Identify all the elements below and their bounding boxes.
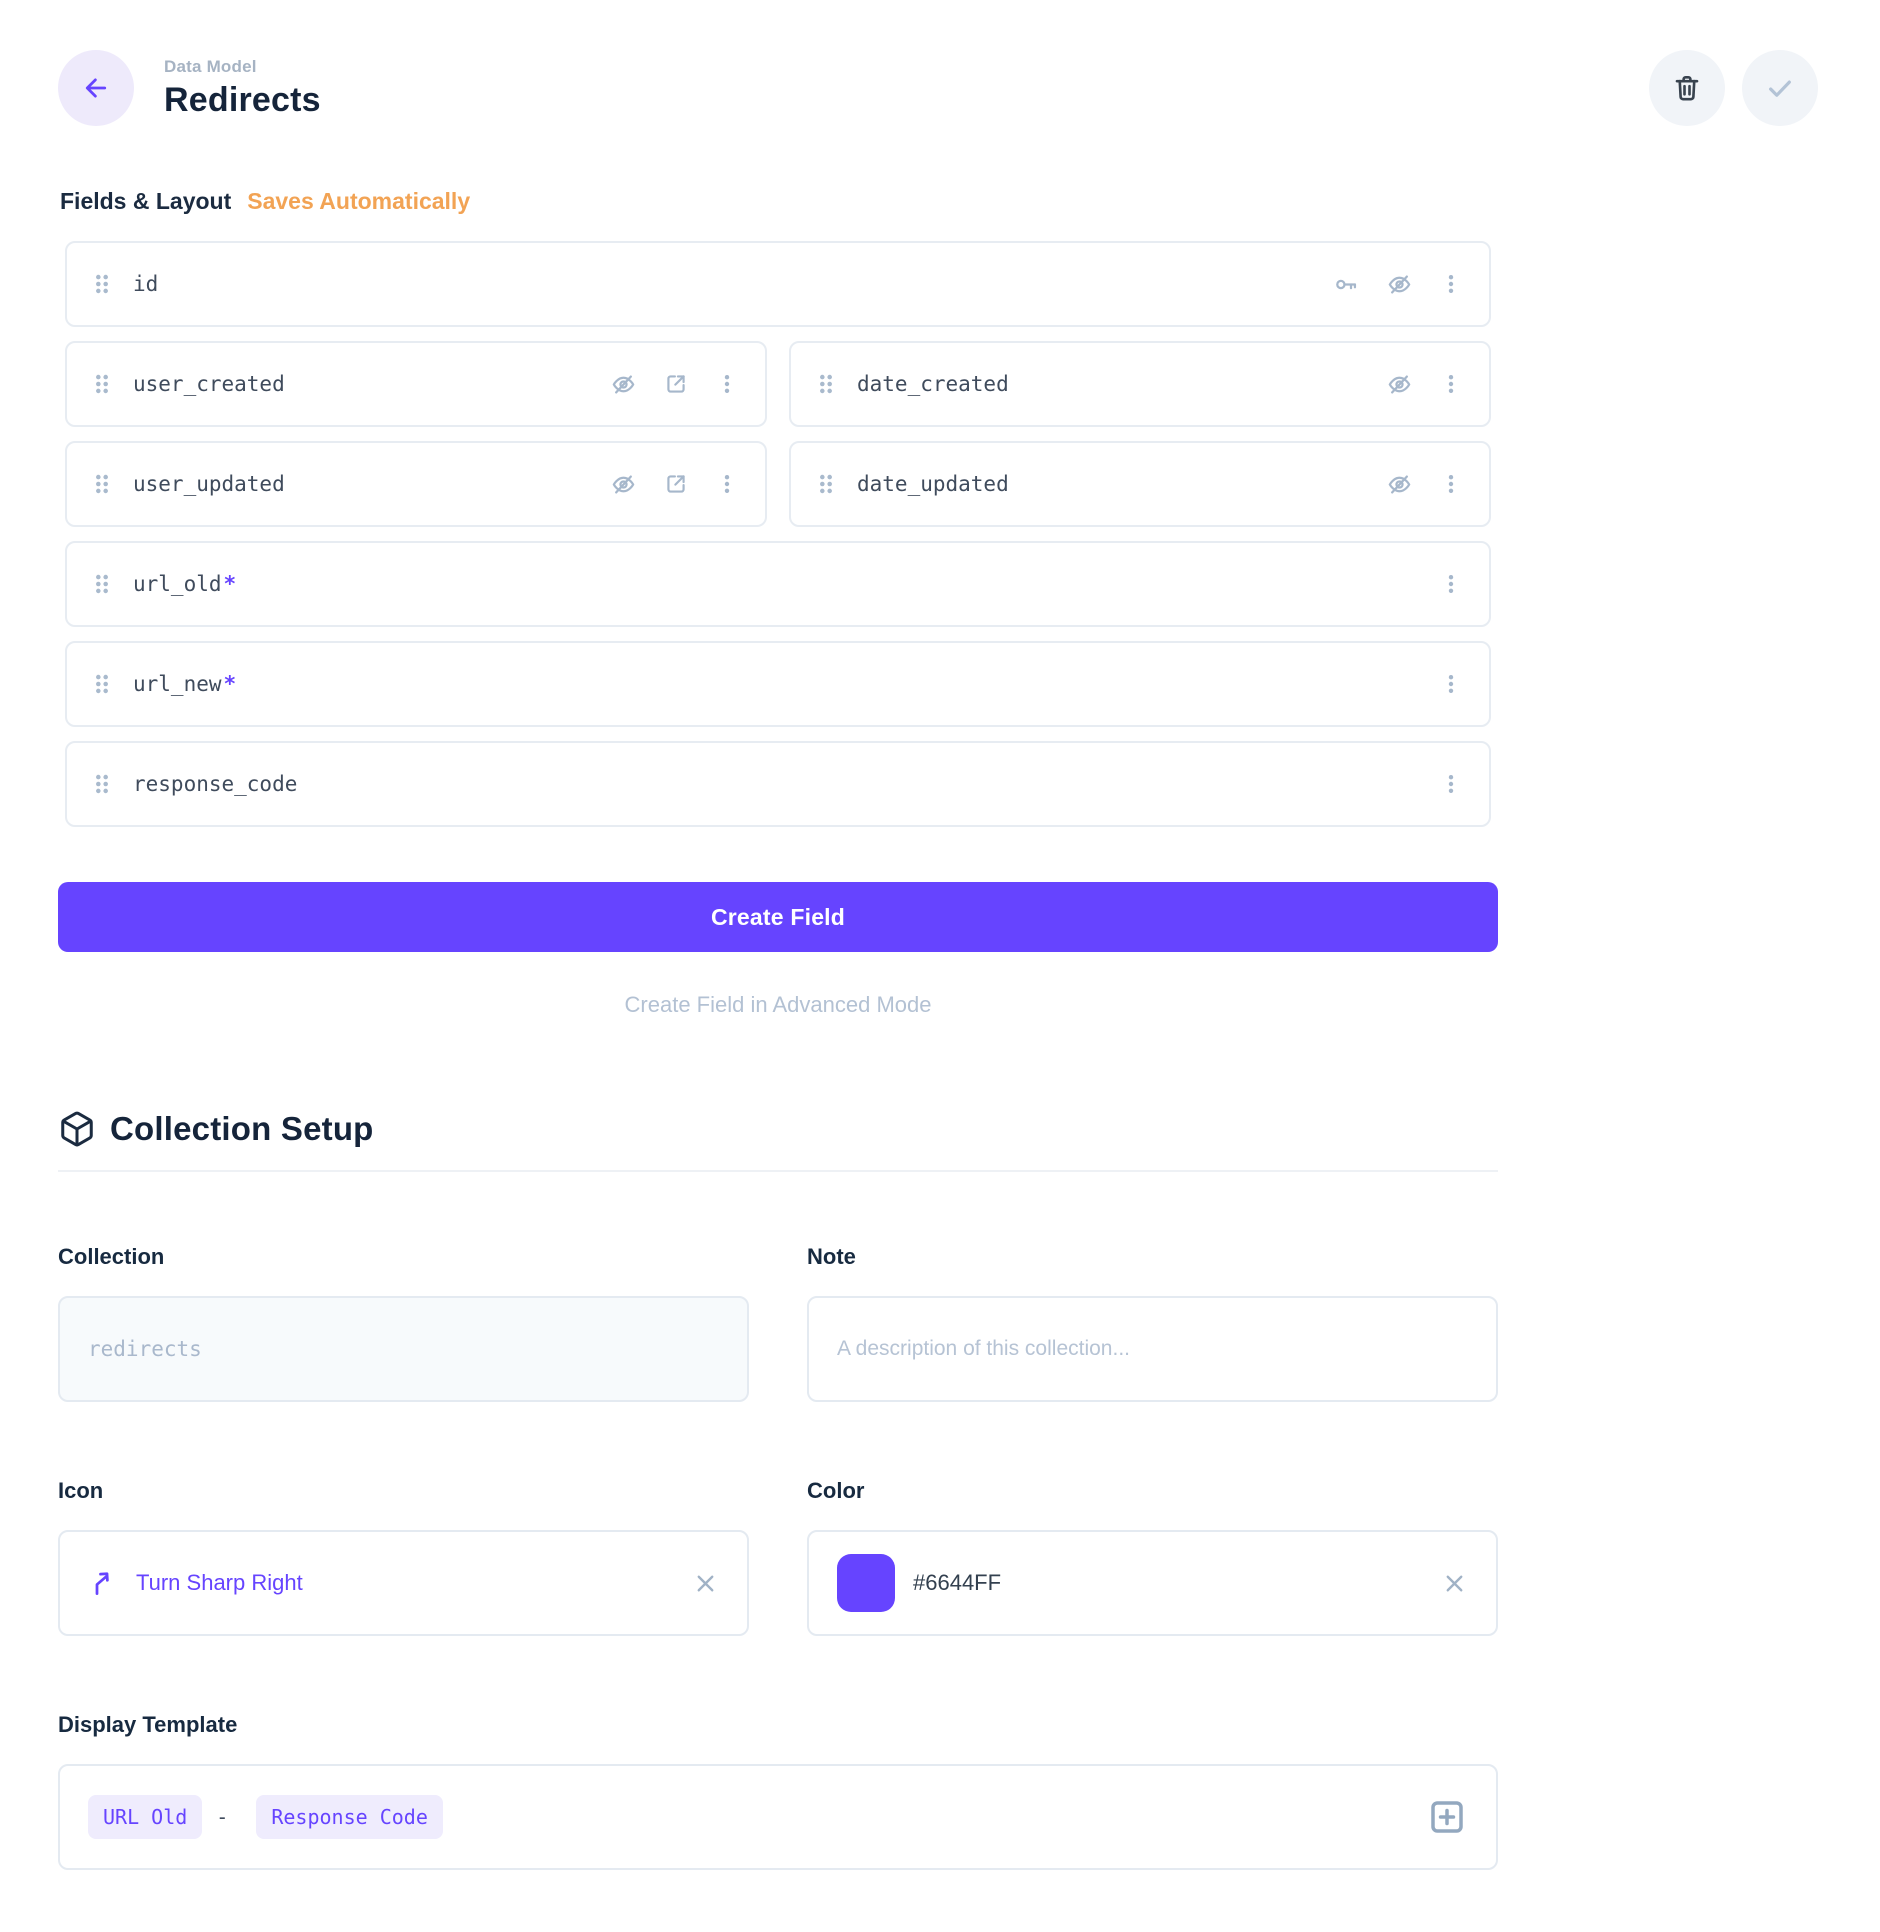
field-name: url_new	[133, 672, 222, 696]
eye-off-icon[interactable]	[1386, 371, 1413, 398]
create-field-button[interactable]: Create Field	[58, 882, 1498, 952]
section-divider	[58, 1170, 1498, 1172]
turn-sharp-right-icon	[88, 1568, 118, 1598]
field-name: date_updated	[857, 472, 1009, 496]
field-name: id	[133, 272, 159, 296]
key-icon	[1333, 271, 1360, 298]
required-mark: *	[223, 572, 237, 596]
field-row-response-code[interactable]: response_code	[65, 741, 1491, 827]
drag-handle-icon[interactable]	[813, 371, 839, 397]
kebab-menu-icon[interactable]	[715, 372, 739, 396]
delete-collection-button[interactable]	[1649, 50, 1725, 126]
kebab-menu-icon[interactable]	[715, 472, 739, 496]
autosave-note: Saves Automatically	[247, 188, 471, 214]
collection-setup-heading: Collection Setup	[58, 1110, 1498, 1148]
kebab-menu-icon[interactable]	[1439, 372, 1463, 396]
box-icon	[58, 1110, 96, 1148]
display-template-input[interactable]: URL Old - Response Code	[58, 1764, 1498, 1870]
eye-off-icon[interactable]	[1386, 471, 1413, 498]
collection-input[interactable]: redirects	[58, 1296, 749, 1402]
kebab-menu-icon[interactable]	[1439, 272, 1463, 296]
eye-off-icon[interactable]	[1386, 271, 1413, 298]
note-label: Note	[807, 1244, 856, 1269]
color-label: Color	[807, 1478, 865, 1503]
back-button[interactable]	[58, 50, 134, 126]
field-row-id[interactable]: id	[65, 241, 1491, 327]
icon-input[interactable]: Turn Sharp Right	[58, 1530, 749, 1636]
drag-handle-icon[interactable]	[89, 271, 115, 297]
eye-off-icon[interactable]	[610, 471, 637, 498]
drag-handle-icon[interactable]	[89, 571, 115, 597]
field-row-url-old[interactable]: url_old *	[65, 541, 1491, 627]
template-separator: -	[216, 1805, 229, 1829]
open-in-new-icon[interactable]	[663, 371, 689, 397]
field-list: id user_created date_created	[58, 241, 1498, 827]
drag-handle-icon[interactable]	[89, 371, 115, 397]
fields-layout-heading: Fields & Layout	[60, 188, 232, 214]
field-name: date_created	[857, 372, 1009, 396]
note-input[interactable]: A description of this collection...	[807, 1296, 1498, 1402]
drag-handle-icon[interactable]	[813, 471, 839, 497]
trash-icon	[1672, 73, 1702, 103]
collection-label: Collection	[58, 1244, 165, 1269]
kebab-menu-icon[interactable]	[1439, 672, 1463, 696]
kebab-menu-icon[interactable]	[1439, 772, 1463, 796]
page-header: Data Model Redirects	[58, 50, 1818, 126]
field-row-url-new[interactable]: url_new *	[65, 641, 1491, 727]
drag-handle-icon[interactable]	[89, 671, 115, 697]
field-name: response_code	[133, 772, 298, 796]
field-row-user-created[interactable]: user_created	[65, 341, 767, 427]
field-name: user_updated	[133, 472, 285, 496]
note-placeholder: A description of this collection...	[837, 1337, 1130, 1360]
main-content: Fields & Layout Saves Automatically id u…	[58, 188, 1498, 1870]
color-input[interactable]: #6644FF	[807, 1530, 1498, 1636]
check-icon	[1764, 72, 1796, 104]
kebab-menu-icon[interactable]	[1439, 572, 1463, 596]
drag-handle-icon[interactable]	[89, 471, 115, 497]
display-template-label: Display Template	[58, 1712, 238, 1737]
open-in-new-icon[interactable]	[663, 471, 689, 497]
color-swatch[interactable]	[837, 1554, 895, 1612]
clear-icon-button[interactable]	[692, 1570, 719, 1597]
arrow-left-icon	[81, 73, 111, 103]
field-name: url_old	[133, 572, 222, 596]
add-template-field-icon[interactable]	[1426, 1796, 1468, 1838]
clear-color-button[interactable]	[1441, 1570, 1468, 1597]
color-value: #6644FF	[913, 1570, 1002, 1595]
collection-value: redirects	[88, 1337, 202, 1361]
field-row-date-updated[interactable]: date_updated	[789, 441, 1491, 527]
breadcrumb[interactable]: Data Model	[164, 56, 257, 76]
eye-off-icon[interactable]	[610, 371, 637, 398]
create-field-advanced-link[interactable]: Create Field in Advanced Mode	[624, 992, 932, 1017]
field-row-user-updated[interactable]: user_updated	[65, 441, 767, 527]
kebab-menu-icon[interactable]	[1439, 472, 1463, 496]
template-chip-url-old[interactable]: URL Old	[88, 1795, 203, 1839]
drag-handle-icon[interactable]	[89, 771, 115, 797]
save-button[interactable]	[1742, 50, 1818, 126]
template-chip-response-code[interactable]: Response Code	[256, 1795, 443, 1839]
page-title: Redirects	[164, 80, 321, 119]
icon-value: Turn Sharp Right	[136, 1570, 303, 1595]
field-row-date-created[interactable]: date_created	[789, 341, 1491, 427]
required-mark: *	[223, 672, 237, 696]
field-name: user_created	[133, 372, 285, 396]
icon-label: Icon	[58, 1478, 104, 1503]
